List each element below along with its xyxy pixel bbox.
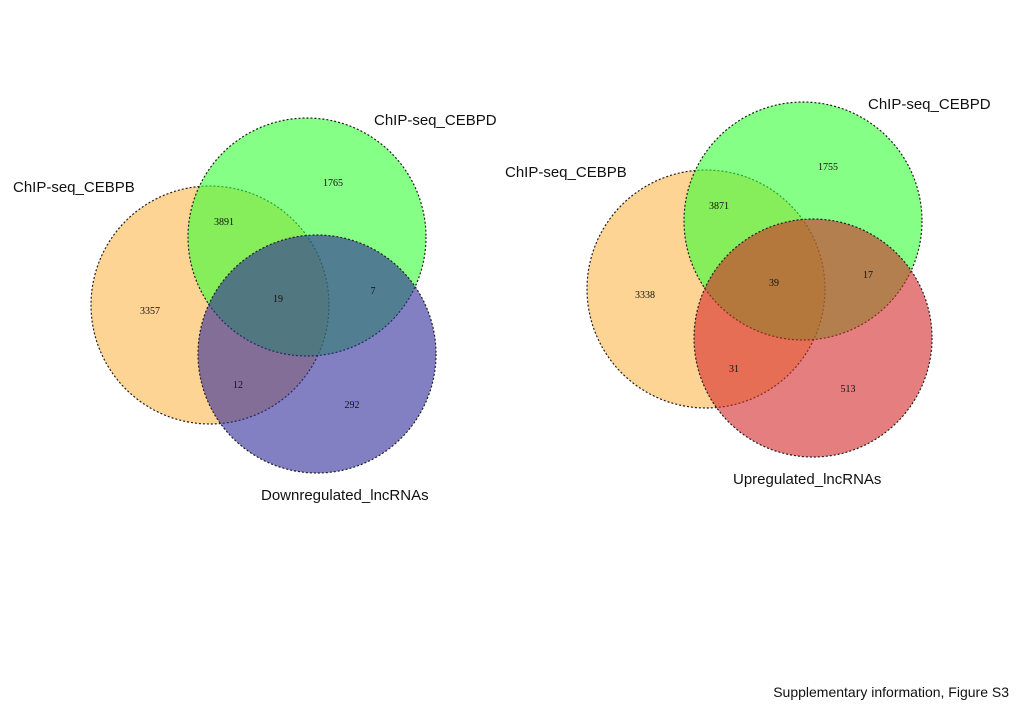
count-cebpb-downregulated: 12 (233, 380, 243, 391)
venn-diagram-upregulated: ChIP-seq_CEBPB ChIP-seq_CEBPD Upregulate… (505, 96, 991, 488)
label-downregulated: Downregulated_lncRNAs (261, 487, 429, 504)
label-cebpb: ChIP-seq_CEBPB (13, 179, 135, 196)
count-cebpb-upregulated: 31 (729, 364, 739, 375)
count-upregulated-only: 513 (841, 384, 856, 395)
circle-upregulated (693, 218, 933, 458)
count-cebpb-only: 3338 (635, 290, 655, 301)
label-upregulated: Upregulated_lncRNAs (733, 471, 881, 488)
count-cebpd-downregulated: 7 (371, 286, 376, 297)
figure-caption: Supplementary information, Figure S3 (773, 684, 1009, 700)
count-cebpb-only: 3357 (140, 306, 160, 317)
count-cebpd-upregulated: 17 (863, 270, 873, 281)
count-cebpb-cebpd: 3891 (214, 217, 234, 228)
count-cebpd-only: 1765 (323, 178, 343, 189)
count-downregulated-only: 292 (345, 400, 360, 411)
circle-downregulated (197, 234, 437, 474)
label-cebpb: ChIP-seq_CEBPB (505, 164, 627, 181)
count-all-three: 39 (769, 278, 779, 289)
venn-diagram-downregulated: ChIP-seq_CEBPB ChIP-seq_CEBPD Downregula… (13, 112, 497, 504)
count-all-three: 19 (273, 294, 283, 305)
count-cebpd-only: 1755 (818, 162, 838, 173)
count-cebpb-cebpd: 3871 (709, 201, 729, 212)
label-cebpd: ChIP-seq_CEBPD (374, 112, 497, 129)
label-cebpd: ChIP-seq_CEBPD (868, 96, 991, 113)
